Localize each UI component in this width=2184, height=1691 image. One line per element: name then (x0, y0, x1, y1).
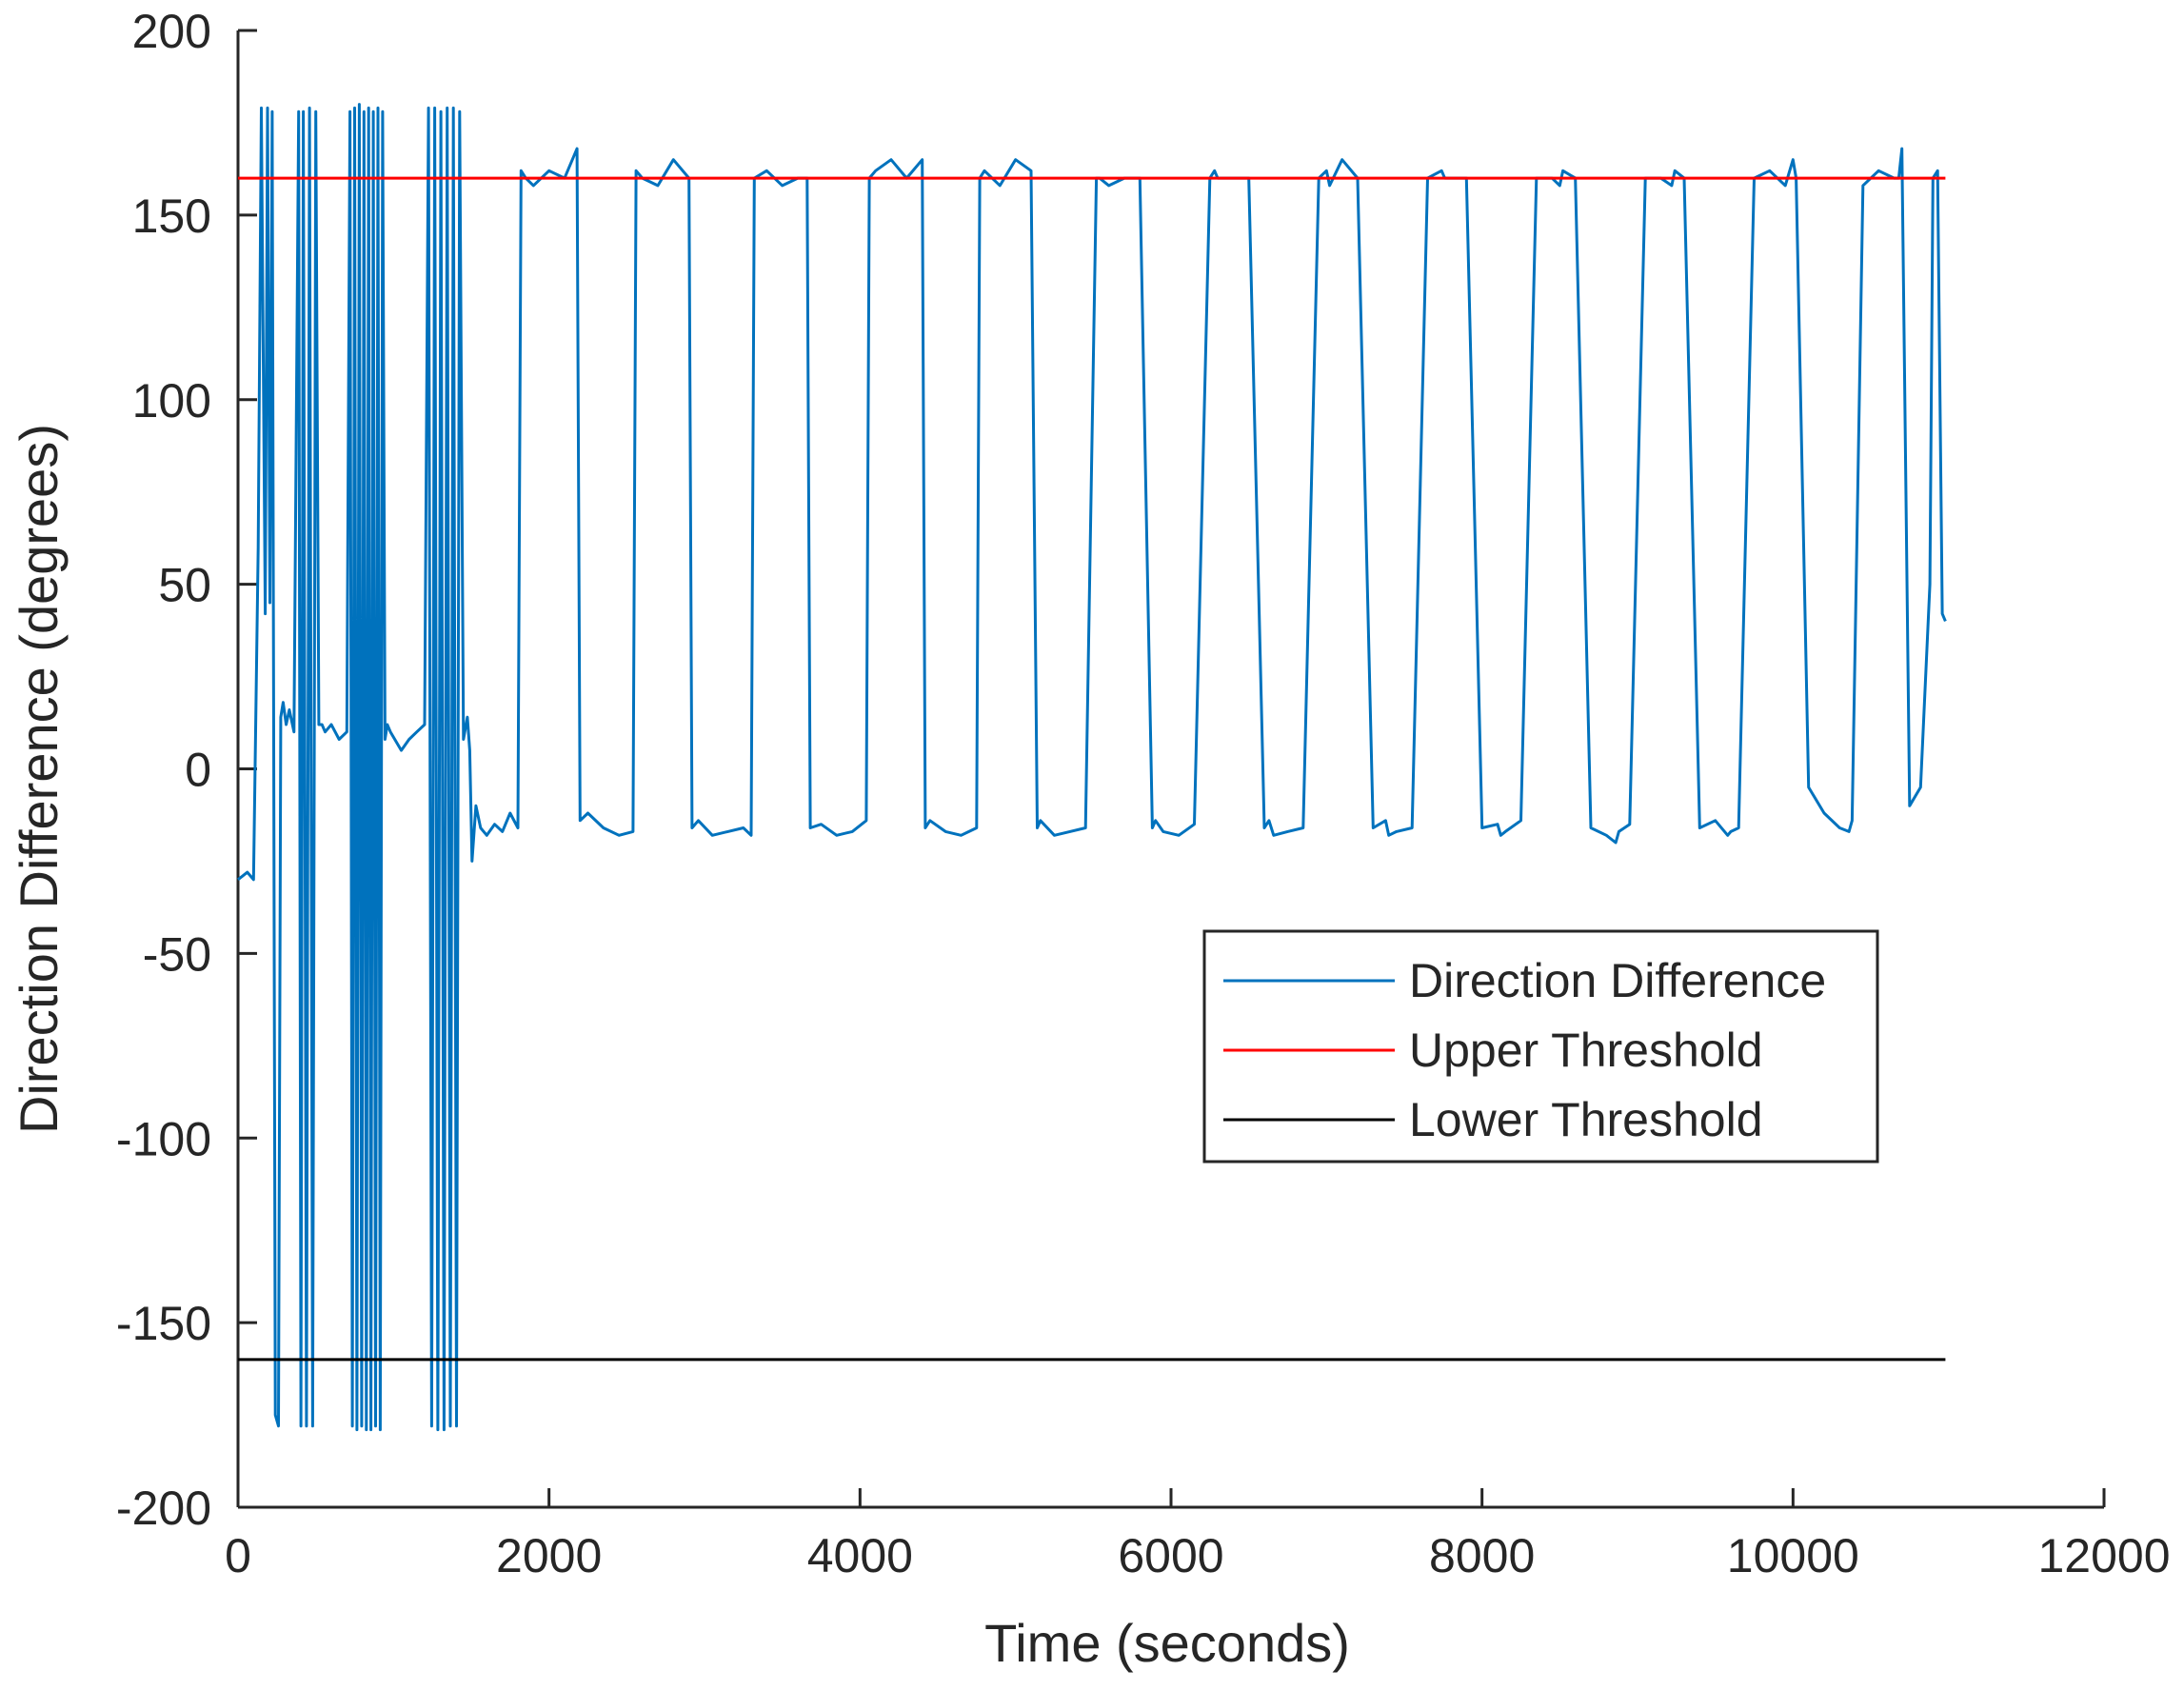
y-tick-label: -150 (116, 1297, 211, 1350)
x-tick-label: 6000 (1118, 1529, 1223, 1582)
x-tick-label: 4000 (807, 1529, 913, 1582)
axes: 0 2000 4000 6000 8000 10000 12000-200-150-100-… (116, 5, 2171, 1582)
y-tick-label: 200 (132, 5, 211, 58)
series-line-direction-difference (237, 103, 1947, 1432)
y-axis-label: Direction Difference (degrees) (9, 424, 69, 1134)
y-tick-label: 50 (158, 559, 211, 612)
x-tick-label: 0 (225, 1529, 251, 1582)
legend-box (1202, 929, 1879, 1164)
x-tick-label: 8000 (1429, 1529, 1535, 1582)
legend-entry: Lower Threshold (1409, 1093, 1763, 1146)
y-tick-label: 100 (132, 374, 211, 428)
x-axis-label: Time (seconds) (984, 1613, 1350, 1673)
y-tick-label: -100 (116, 1112, 211, 1165)
legend: Direction Difference Upper Threshold Lower… (1202, 929, 1879, 1164)
y-tick-label: 150 (132, 189, 211, 243)
y-tick-label: 0 (185, 744, 211, 797)
plot-area (237, 103, 1947, 1432)
x-tick-label: 2000 (496, 1529, 602, 1582)
x-tick-label: 10000 (1727, 1529, 1859, 1582)
legend-entry: Direction Difference (1409, 954, 1826, 1007)
legend-entry: Upper Threshold (1409, 1024, 1763, 1077)
x-tick-label: 12000 (2037, 1529, 2170, 1582)
y-tick-label: -50 (143, 927, 211, 981)
y-tick-label: -200 (116, 1482, 211, 1535)
